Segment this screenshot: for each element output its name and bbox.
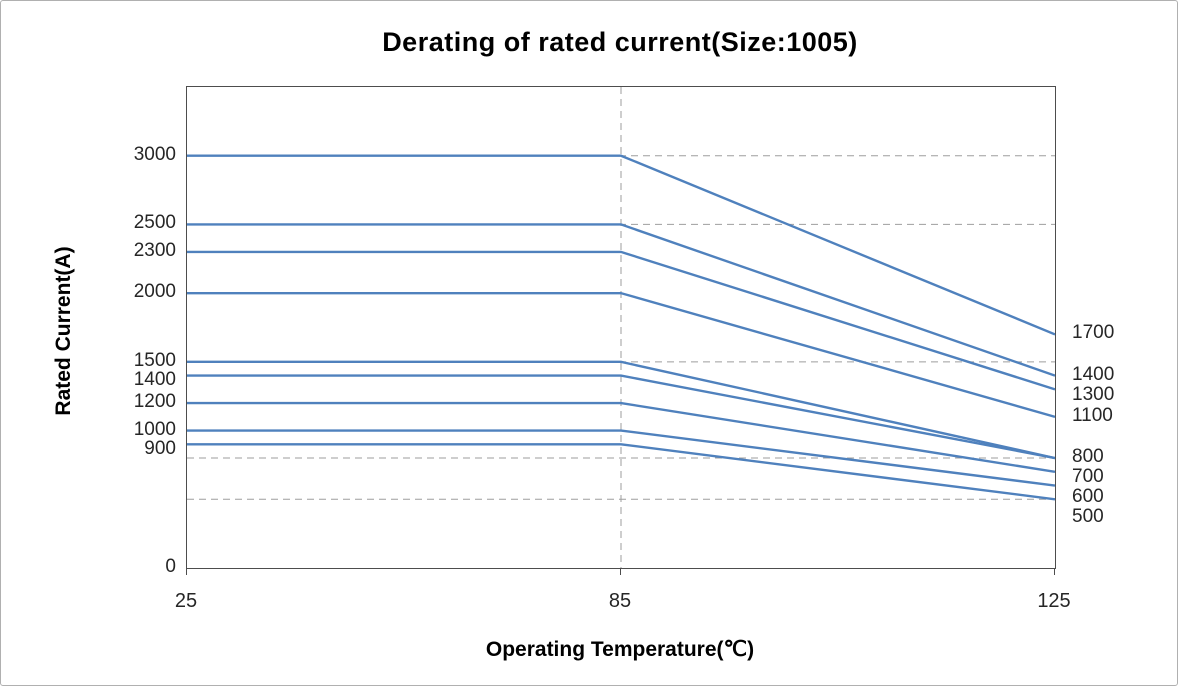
series-line-2300A xyxy=(187,250,1055,391)
series-end-label-1100: 1100 xyxy=(1072,404,1113,426)
series-line-900A xyxy=(187,443,1055,501)
y-axis-label-1200: 1200 xyxy=(133,391,176,413)
series-end-label-1700: 1700 xyxy=(1072,322,1115,344)
x-tick-mark xyxy=(1053,568,1055,575)
x-tick-mark xyxy=(185,568,187,575)
plot-area xyxy=(186,86,1056,569)
y-axis-label-2000: 2000 xyxy=(133,281,176,303)
series-end-label-1300: 1300 xyxy=(1072,383,1115,405)
x-tick-mark xyxy=(619,568,621,575)
y-axis-label-2300: 2300 xyxy=(133,239,176,261)
y-axis-label-2500: 2500 xyxy=(133,212,176,234)
series-end-label-700: 700 xyxy=(1072,466,1104,488)
y-axis-label-1000: 1000 xyxy=(133,418,176,440)
x-tick-label-25: 25 xyxy=(174,590,198,612)
y-axis-label-1500: 1500 xyxy=(133,349,176,371)
x-tick-label-125: 125 xyxy=(1037,590,1071,612)
x-tick-label-85: 85 xyxy=(608,590,632,612)
y-axis-label-900: 900 xyxy=(144,437,176,459)
series-line-2500A xyxy=(187,223,1055,377)
series-end-label-500: 500 xyxy=(1072,506,1104,528)
x-axis-title: Operating Temperature(℃) xyxy=(485,638,755,661)
series-line-1000A xyxy=(187,429,1055,487)
series-end-label-800: 800 xyxy=(1072,446,1104,468)
line-chart-canvas xyxy=(187,87,1055,568)
series-line-1500A xyxy=(187,360,1055,460)
series-end-label-1400: 1400 xyxy=(1072,363,1115,385)
chart-title: Derating of rated current(Size:1005) xyxy=(382,27,858,57)
series-line-2000A xyxy=(187,291,1055,418)
series-line-1200A xyxy=(187,401,1055,473)
y-axis-title: Rated Current(A) xyxy=(52,246,75,416)
y-axis-label-1400: 1400 xyxy=(133,368,176,390)
y-axis-label-0: 0 xyxy=(165,556,176,577)
y-axis-label-3000: 3000 xyxy=(133,143,176,165)
series-line-1400A xyxy=(187,374,1055,460)
series-line-3000A xyxy=(187,154,1055,336)
series-end-label-600: 600 xyxy=(1072,486,1104,508)
